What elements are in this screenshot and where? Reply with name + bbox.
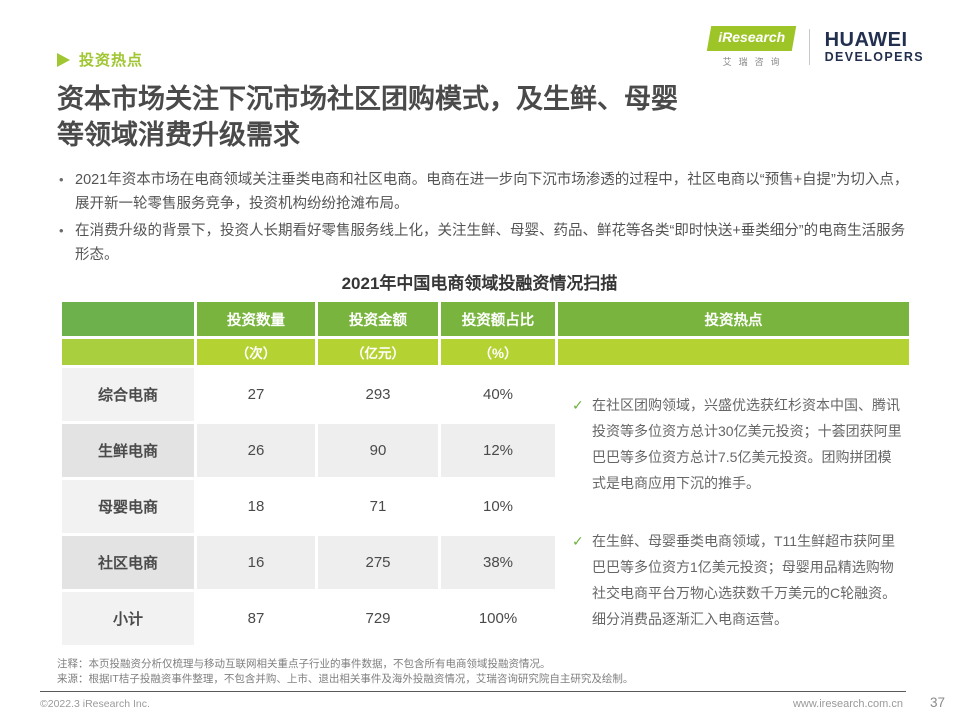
row-share: 40% <box>441 368 555 421</box>
huawei-logo-line2: DEVELOPERS <box>824 50 924 65</box>
bullet-dot-icon: • <box>59 172 64 187</box>
row-amount: 71 <box>318 480 438 533</box>
page-title-line1: 资本市场关注下沉市场社区团购模式，及生鲜、母婴 <box>57 84 678 114</box>
logo-divider <box>808 29 810 65</box>
iresearch-logo-box: iResearch <box>706 26 796 51</box>
footer-divider <box>40 691 906 692</box>
page-title: 资本市场关注下沉市场社区团购模式，及生鲜、母婴 等领域消费升级需求 <box>57 81 927 153</box>
section-label: 投资热点 <box>79 52 144 69</box>
table-title: 2021年中国电商领域投融资情况扫描 <box>341 274 618 293</box>
table-header-count: 投资数量 <box>197 302 315 336</box>
iresearch-logo-cn: 艾瑞咨询 <box>722 57 787 67</box>
table-units-share: （%） <box>441 339 555 365</box>
investment-table: 投资数量 投资金额 投资额占比 投资热点 （次） （亿元） （%） ✓ 在社区团… <box>62 302 909 645</box>
iresearch-logo-text: iResearch <box>717 29 785 45</box>
table-units-empty <box>62 339 194 365</box>
hotspot-text: 在生鲜、母婴垂类电商领域，T11生鲜超市获阿里巴巴等多位资方1亿美元投资；母婴用… <box>592 533 897 627</box>
footnote-line1: 注释：本页投融资分析仅梳理与移动互联网相关重点子行业的事件数据，不包含所有电商领… <box>57 658 551 670</box>
row-label: 小计 <box>62 592 194 645</box>
check-icon: ✓ <box>572 397 584 413</box>
row-share: 38% <box>441 536 555 589</box>
row-count: 27 <box>197 368 315 421</box>
table-header-amount: 投资金额 <box>318 302 438 336</box>
intro-bullets: • 2021年资本市场在电商领域关注垂类电商和社区电商。电商在进一步向下沉市场渗… <box>59 168 917 270</box>
iresearch-logo: iResearch 艾瑞咨询 <box>706 26 796 68</box>
table-units-amount: （亿元） <box>318 339 438 365</box>
page-title-line2: 等领域消费升级需求 <box>57 120 300 150</box>
section-arrow-icon <box>57 52 70 67</box>
footnotes: 注释：本页投融资分析仅梳理与移动互联网相关重点子行业的事件数据，不包含所有电商领… <box>57 657 633 686</box>
huawei-developers-logo: HUAWEI DEVELOPERS <box>825 29 924 65</box>
check-icon: ✓ <box>572 533 584 549</box>
row-count: 26 <box>197 424 315 477</box>
section-header: 投资热点 <box>57 49 143 70</box>
logo-area: iResearch 艾瑞咨询 HUAWEI DEVELOPERS <box>706 26 924 68</box>
table-units-count: （次） <box>197 339 315 365</box>
row-label: 综合电商 <box>62 368 194 421</box>
row-count: 87 <box>197 592 315 645</box>
row-label: 社区电商 <box>62 536 194 589</box>
page-number: 37 <box>929 695 945 710</box>
intro-bullet-text: 在消费升级的背景下，投资人长期看好零售服务线上化，关注生鲜、母婴、药品、鲜花等各… <box>75 223 906 263</box>
table-header-hotspot: 投资热点 <box>558 302 909 336</box>
footnote-line2: 来源：根据IT桔子投融资事件整理，不包含并购、上市、退出相关事件及海外投融资情况… <box>57 672 634 685</box>
row-label: 母婴电商 <box>62 480 194 533</box>
list-item: • 2021年资本市场在电商领域关注垂类电商和社区电商。电商在进一步向下沉市场渗… <box>59 168 917 216</box>
hotspot-text: 在社区团购领域，兴盛优选获红杉资本中国、腾讯投资等多位资方总计30亿美元投资；十… <box>592 397 902 491</box>
intro-bullet-text: 2021年资本市场在电商领域关注垂类电商和社区电商。电商在进一步向下沉市场渗透的… <box>75 172 909 212</box>
row-label: 生鲜电商 <box>62 424 194 477</box>
row-amount: 729 <box>318 592 438 645</box>
list-item: ✓ 在社区团购领域，兴盛优选获红杉资本中国、腾讯投资等多位资方总计30亿美元投资… <box>572 392 903 496</box>
list-item: • 在消费升级的背景下，投资人长期看好零售服务线上化，关注生鲜、母婴、药品、鲜花… <box>59 219 917 267</box>
copyright-text: ©2022.3 iResearch Inc. <box>40 698 150 710</box>
table-header-empty <box>62 302 194 336</box>
row-amount: 275 <box>318 536 438 589</box>
huawei-logo-line1: HUAWEI <box>824 29 908 52</box>
row-share: 10% <box>441 480 555 533</box>
table-header-share: 投资额占比 <box>441 302 555 336</box>
table-units-hotspot <box>558 339 909 365</box>
row-count: 16 <box>197 536 315 589</box>
row-amount: 90 <box>318 424 438 477</box>
row-share: 100% <box>441 592 555 645</box>
website-link[interactable]: www.iresearch.com.cn <box>792 698 903 710</box>
hotspot-column: ✓ 在社区团购领域，兴盛优选获红杉资本中国、腾讯投资等多位资方总计30亿美元投资… <box>558 368 909 645</box>
list-item: ✓ 在生鲜、母婴垂类电商领域，T11生鲜超市获阿里巴巴等多位资方1亿美元投资；母… <box>572 528 903 632</box>
row-share: 12% <box>441 424 555 477</box>
row-count: 18 <box>197 480 315 533</box>
bullet-dot-icon: • <box>59 223 64 238</box>
row-amount: 293 <box>318 368 438 421</box>
